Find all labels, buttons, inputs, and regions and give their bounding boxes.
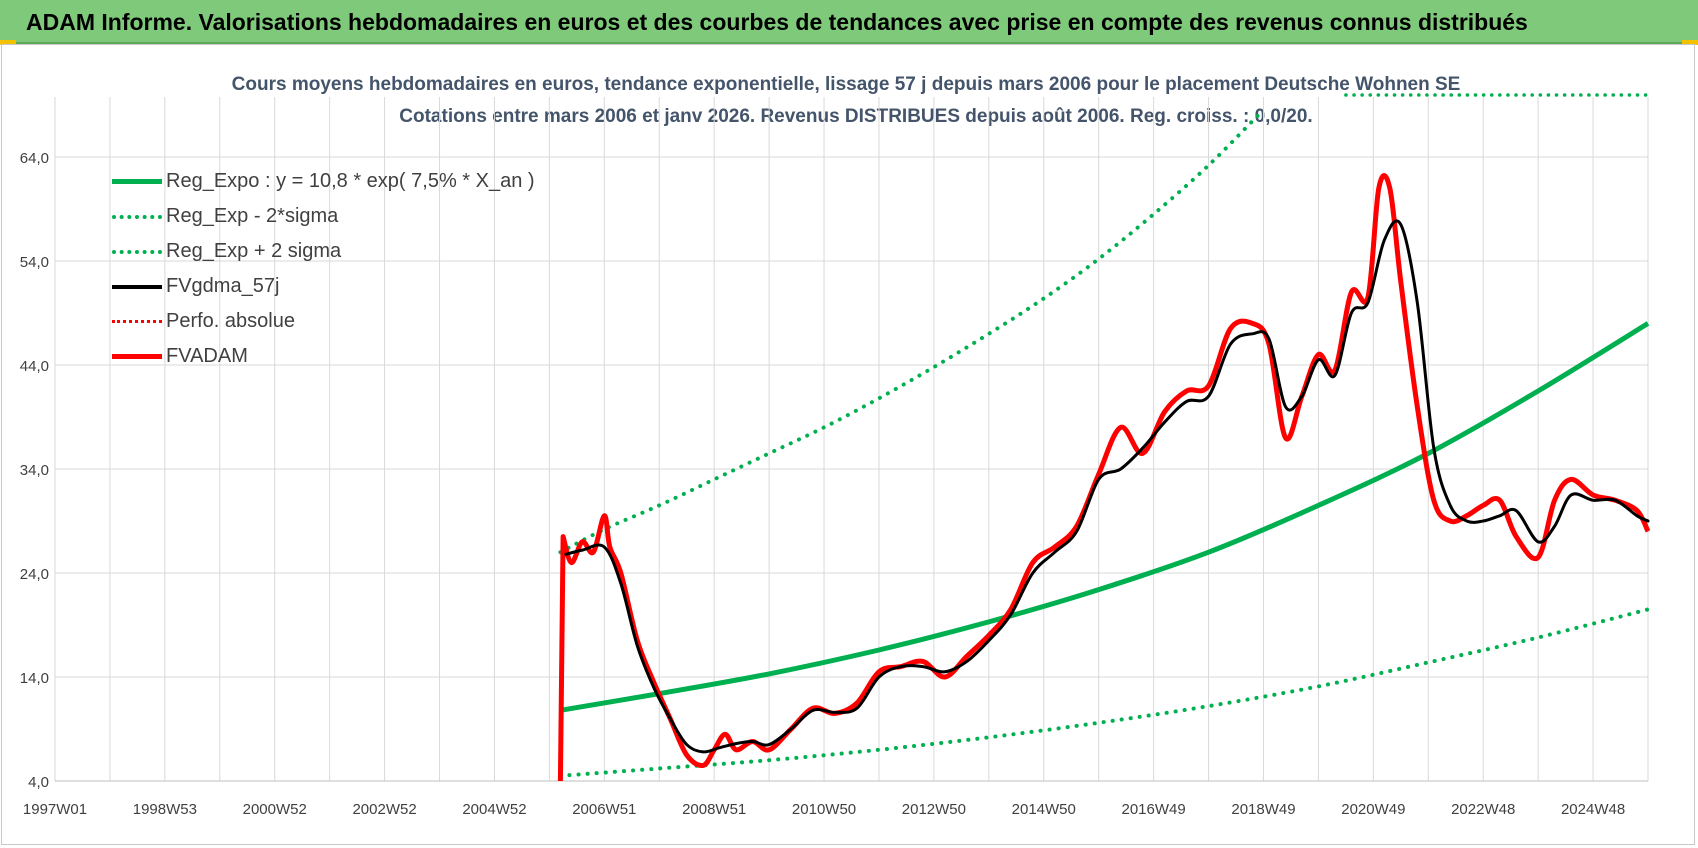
series-line-fvadam <box>557 173 1651 781</box>
legend-item-reg-exp-minus: Reg_Exp - 2*sigma <box>112 199 535 234</box>
x-tick-label: 2010W50 <box>792 801 856 818</box>
y-tick-label: 54,0 <box>20 254 49 271</box>
series-lines <box>557 93 1651 781</box>
x-tick-label: 2004W52 <box>462 801 526 818</box>
chart-frame <box>1 44 1695 845</box>
x-tick-label: 2024W48 <box>1561 801 1625 818</box>
corner-marker-left <box>0 40 16 45</box>
x-tick-label: 2014W50 <box>1012 801 1076 818</box>
legend-item-perfo: Perfo. absolue <box>112 304 535 339</box>
x-tick-label: 2000W52 <box>243 801 307 818</box>
legend-label-fvgdma: FVgdma_57j <box>166 275 280 297</box>
legend-swatch-perfo <box>112 317 162 327</box>
legend-swatch-reg-exp-minus <box>112 212 162 222</box>
legend-swatch-reg-exp-plus <box>112 247 162 257</box>
legend-label-reg-exp-plus: Reg_Exp + 2 sigma <box>166 240 342 262</box>
grid <box>54 97 1649 782</box>
x-tick-label: 2020W49 <box>1341 801 1405 818</box>
legend-item-reg-expo: Reg_Expo : y = 10,8 * exp( 7,5% * X_an ) <box>112 164 535 199</box>
legend-label-reg-expo: Reg_Expo : y = 10,8 * exp( 7,5% * X_an ) <box>166 170 535 192</box>
series-line-reg-exp-2-sigma <box>558 607 1650 778</box>
legend-label-perfo: Perfo. absolue <box>166 310 295 332</box>
legend-item-fvadam: FVADAM <box>112 339 535 374</box>
corner-marker-right <box>1682 40 1698 45</box>
y-tick-label: 14,0 <box>20 670 49 687</box>
x-tick-label: 2018W49 <box>1231 801 1295 818</box>
axes: 4,0 14,0 24,0 34,0 44,0 54,0 64,0 1997W01 1998W5… <box>20 150 1648 818</box>
legend-swatch-reg-expo <box>112 177 162 187</box>
x-tick-label: 1997W01 <box>23 801 87 818</box>
y-tick-label: 4,0 <box>28 774 49 791</box>
legend-item-fvgdma: FVgdma_57j <box>112 269 535 304</box>
x-tick-label: 2006W51 <box>572 801 636 818</box>
y-tick-label: 24,0 <box>20 566 49 583</box>
y-tick-label: 64,0 <box>20 150 49 167</box>
y-tick-label: 44,0 <box>20 358 49 375</box>
x-tick-label: 2002W52 <box>352 801 416 818</box>
x-tick-label: 2016W49 <box>1122 801 1186 818</box>
legend-label-fvadam: FVADAM <box>166 345 248 367</box>
y-tick-label: 34,0 <box>20 462 49 479</box>
legend-label-reg-exp-minus: Reg_Exp - 2*sigma <box>166 205 339 227</box>
x-tick-label: 1998W53 <box>133 801 197 818</box>
legend-swatch-fvgdma <box>112 282 162 292</box>
series-line-fvgdma-57j <box>564 219 1650 754</box>
x-tick-label: 2022W48 <box>1451 801 1515 818</box>
legend-item-reg-exp-plus: Reg_Exp + 2 sigma <box>112 234 535 269</box>
legend: Reg_Expo : y = 10,8 * exp( 7,5% * X_an )… <box>112 164 535 374</box>
legend-swatch-fvadam <box>112 352 162 362</box>
chart-title: Cours moyens hebdomadaires en euros, ten… <box>232 74 1461 95</box>
x-tick-label: 2008W51 <box>682 801 746 818</box>
x-tick-label: 2012W50 <box>902 801 966 818</box>
report-banner-title: ADAM Informe. Valorisations hebdomadaire… <box>0 0 1698 44</box>
series-line-reg-exp-2-sigma <box>558 113 1260 555</box>
series-line-reg-expo-y-10-8-exp-7-5- <box>559 321 1650 713</box>
chart-subtitle: Cotations entre mars 2006 et janv 2026. … <box>399 106 1312 127</box>
